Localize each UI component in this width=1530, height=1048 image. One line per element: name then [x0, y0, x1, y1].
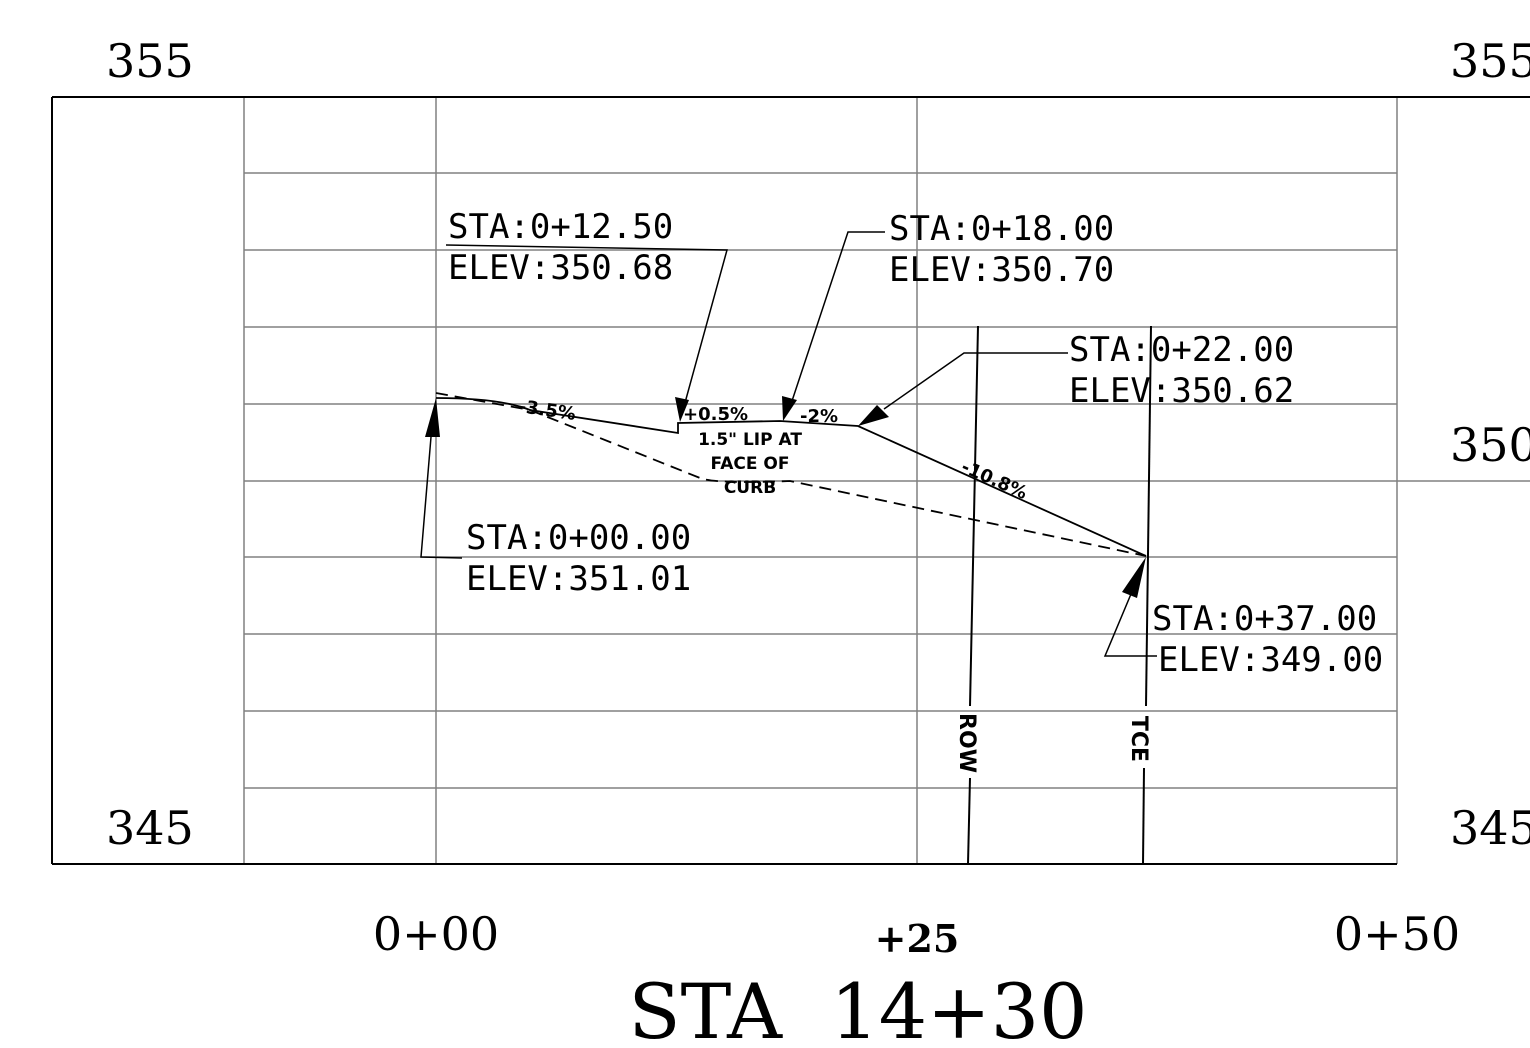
grid — [243, 97, 1530, 864]
leader-arrowheads — [425, 396, 1146, 598]
callout-p0-sta: STA:0+00.00 — [466, 518, 691, 558]
station-label-start: 0+00 — [373, 907, 499, 961]
existing-ground-line — [435, 392, 1147, 557]
lip-note-line-1: 1.5" LIP AT — [698, 430, 802, 450]
callout-p2-elev: ELEV:350.70 — [889, 250, 1114, 290]
slope-label-1: -3.5% — [517, 396, 577, 425]
callout-p0-elev: ELEV:351.01 — [466, 559, 691, 599]
callout-p4-elev: ELEV:349.00 — [1158, 640, 1383, 680]
proposed-grade-line — [435, 397, 1147, 557]
row-label: ROW — [954, 713, 979, 773]
callout-p4-sta: STA:0+37.00 — [1152, 599, 1377, 639]
slope-label-2: +0.5% — [683, 404, 748, 425]
tce-label: TCE — [1126, 716, 1151, 762]
elev-label-left-top: 355 — [106, 34, 194, 88]
elev-label-left-bottom: 345 — [106, 801, 194, 855]
station-label-end: 0+50 — [1334, 907, 1460, 961]
callout-p1-sta: STA:0+12.50 — [448, 207, 673, 247]
boundary-lines — [967, 325, 1152, 865]
callout-p3-sta: STA:0+22.00 — [1069, 330, 1294, 370]
frame — [51, 96, 1530, 865]
station-label-mid: +25 — [875, 916, 960, 961]
elev-label-right-top: 355 — [1450, 34, 1530, 88]
callout-p2-sta: STA:0+18.00 — [889, 209, 1114, 249]
callout-p1-elev: ELEV:350.68 — [448, 248, 673, 288]
elev-label-right-bottom: 345 — [1450, 801, 1530, 855]
lip-note-line-3: CURB — [724, 478, 776, 498]
lip-note-line-2: FACE OF — [711, 454, 790, 474]
leader-lines — [420, 231, 1157, 657]
callout-p3-elev: ELEV:350.62 — [1069, 371, 1294, 411]
slope-label-3: -2% — [800, 406, 838, 427]
elev-label-right-mid: 350 — [1450, 418, 1530, 472]
slope-label-4: -10.8% — [958, 456, 1030, 504]
section-title: STA 14+30 — [629, 967, 1088, 1048]
